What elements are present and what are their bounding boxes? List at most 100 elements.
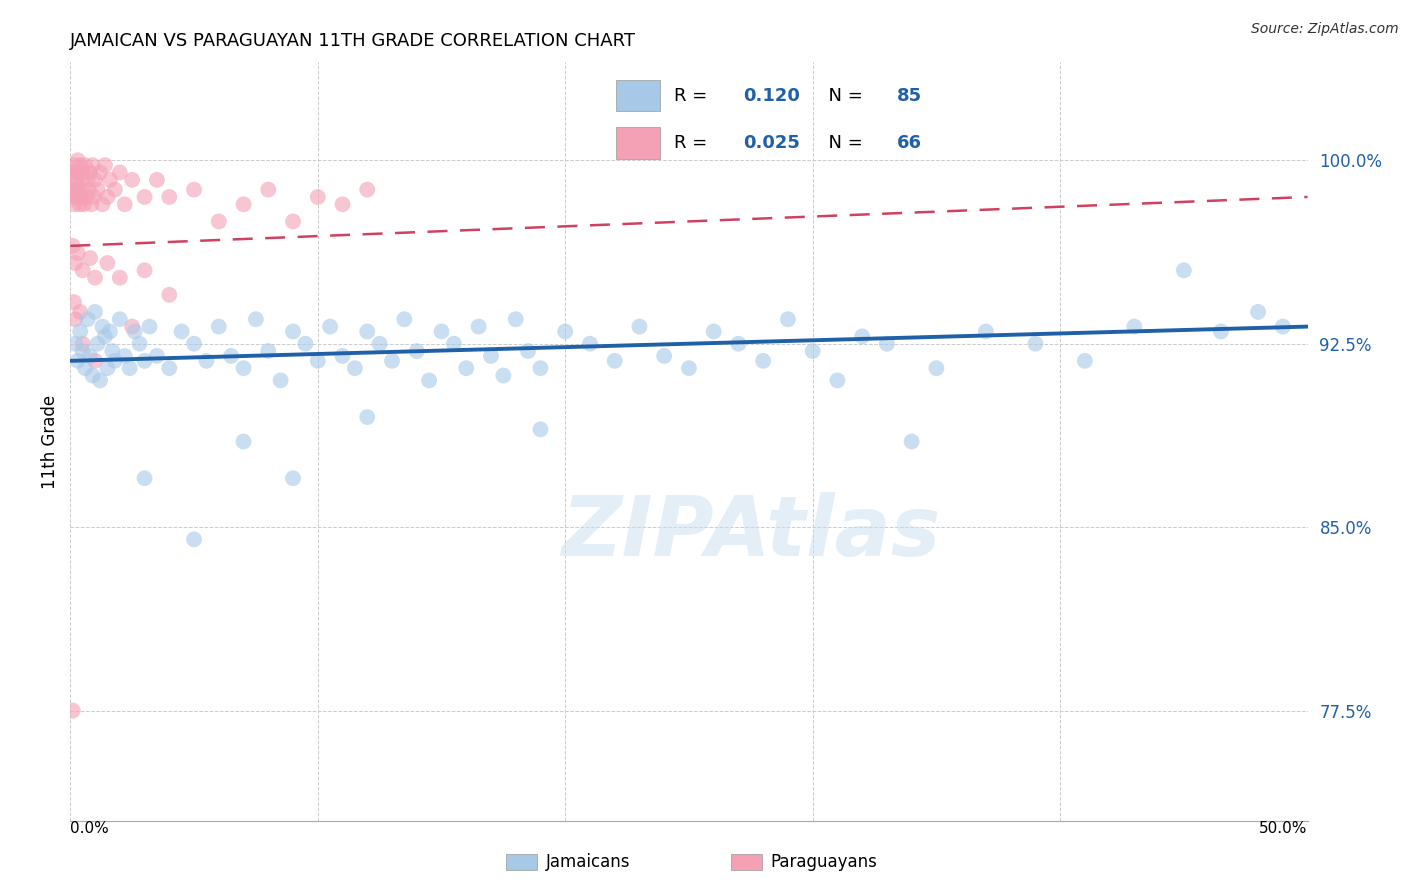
Point (146, 349, 169, 363)
Point (219, 349, 242, 363)
Point (66, 246, 89, 260)
Point (84, 270, 107, 285)
Point (96, 361, 118, 376)
Point (281, 471, 304, 485)
Text: ZIPAtlas: ZIPAtlas (561, 492, 941, 573)
Point (94, 329, 117, 343)
Point (76, 312, 98, 326)
Point (114, 197, 136, 211)
Point (134, 471, 156, 485)
Point (281, 214, 304, 228)
Point (65, 336, 87, 351)
Point (62, 704, 84, 718)
Point (776, 312, 799, 326)
Point (479, 349, 502, 363)
Point (89, 165, 111, 179)
Text: Paraguayans: Paraguayans (770, 853, 877, 871)
Point (124, 325, 146, 339)
Point (98, 173, 121, 187)
Point (118, 361, 141, 376)
Point (356, 183, 378, 197)
Point (270, 373, 292, 387)
Point (104, 354, 127, 368)
Point (703, 325, 725, 339)
Point (232, 197, 254, 211)
Point (134, 354, 156, 368)
Point (69, 190, 91, 204)
Text: JAMAICAN VS PARAGUAYAN 11TH GRADE CORRELATION CHART: JAMAICAN VS PARAGUAYAN 11TH GRADE CORREL… (70, 32, 637, 50)
Point (72, 263, 94, 277)
Point (1209, 325, 1232, 339)
Point (84, 354, 107, 368)
Point (368, 336, 391, 351)
Point (517, 344, 540, 359)
Point (925, 361, 948, 376)
Point (195, 354, 218, 368)
Point (456, 361, 478, 376)
Point (70, 183, 93, 197)
Point (73, 197, 96, 211)
Point (66, 354, 89, 368)
Point (75, 190, 97, 204)
Point (529, 361, 551, 376)
Point (183, 533, 205, 547)
Point (900, 434, 922, 449)
Point (307, 190, 329, 204)
Point (257, 183, 280, 197)
Point (343, 361, 366, 376)
Point (232, 361, 254, 376)
Point (208, 214, 231, 228)
Point (827, 373, 849, 387)
Point (114, 349, 136, 363)
Point (108, 270, 131, 285)
Point (86, 336, 108, 351)
Point (628, 319, 651, 334)
Point (603, 354, 626, 368)
Point (281, 325, 304, 339)
Point (727, 336, 749, 351)
Point (232, 434, 254, 449)
Point (307, 354, 329, 368)
Point (319, 319, 342, 334)
Point (157, 361, 180, 376)
Point (60, 183, 83, 197)
Point (1271, 319, 1294, 334)
Point (554, 325, 576, 339)
Point (75, 158, 97, 172)
Point (356, 325, 378, 339)
Point (405, 344, 427, 359)
Point (394, 312, 416, 326)
Point (67, 165, 90, 179)
Point (69, 158, 91, 172)
Point (65, 173, 87, 187)
Point (128, 336, 150, 351)
Point (82, 158, 104, 172)
Point (134, 190, 156, 204)
Point (146, 173, 169, 187)
Point (529, 422, 551, 436)
Point (1024, 336, 1046, 351)
Point (69, 305, 91, 319)
Point (70, 173, 93, 187)
Point (89, 373, 111, 387)
Point (96, 256, 118, 270)
Point (72, 344, 94, 359)
Point (752, 354, 775, 368)
Point (851, 329, 873, 343)
Point (245, 312, 267, 326)
Text: Source: ZipAtlas.com: Source: ZipAtlas.com (1251, 22, 1399, 37)
Point (65, 183, 87, 197)
Point (63, 197, 86, 211)
Point (183, 183, 205, 197)
Point (138, 319, 160, 334)
Point (876, 336, 898, 351)
Point (66, 190, 89, 204)
Point (66, 153, 89, 168)
Point (69, 197, 91, 211)
Point (62, 190, 84, 204)
Point (1123, 319, 1146, 334)
Point (121, 319, 143, 334)
Point (108, 312, 131, 326)
Point (72, 336, 94, 351)
Text: 0.0%: 0.0% (70, 821, 110, 836)
